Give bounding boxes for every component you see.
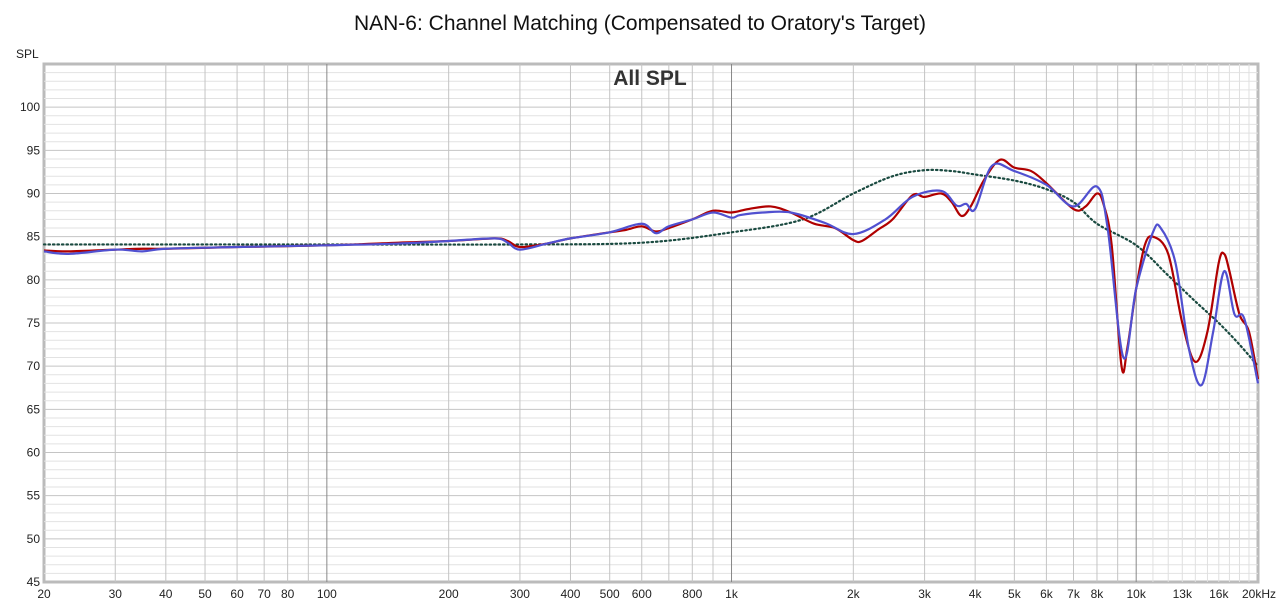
x-tick-label: 1k xyxy=(725,587,739,601)
x-tick-label: 50 xyxy=(198,587,212,601)
right-channel-curve xyxy=(43,162,1260,387)
x-tick-label: 70 xyxy=(257,587,271,601)
y-tick-label: 60 xyxy=(27,446,41,460)
x-tick-label: 20kHz xyxy=(1242,587,1276,601)
chart-title: NAN-6: Channel Matching (Compensated to … xyxy=(353,12,927,35)
y-tick-label: 55 xyxy=(27,489,41,503)
target-curve xyxy=(42,168,1260,368)
curves xyxy=(42,158,1260,387)
x-tick-label: 200 xyxy=(439,587,459,601)
x-tick-label: 600 xyxy=(632,587,652,601)
x-tick-label: 30 xyxy=(109,587,123,601)
x-tick-label: 800 xyxy=(682,587,702,601)
y-tick-label: 70 xyxy=(27,359,41,373)
grid xyxy=(42,62,1260,584)
x-tick-label: 4k xyxy=(969,587,983,601)
x-tick-label: 300 xyxy=(510,587,530,601)
y-tick-label: 75 xyxy=(27,316,41,330)
y-tick-label: 85 xyxy=(27,230,41,244)
y-tick-label: 90 xyxy=(27,187,41,201)
x-tick-label: 60 xyxy=(230,587,244,601)
x-tick-label: 80 xyxy=(281,587,295,601)
all-spl-annotation: All SPL xyxy=(613,67,687,90)
y-tick-label: 80 xyxy=(27,273,41,287)
x-tick-label: 40 xyxy=(159,587,173,601)
x-tick-label: 13k xyxy=(1173,587,1193,601)
x-tick-label: 2k xyxy=(847,587,861,601)
x-tick-label: 10k xyxy=(1127,587,1147,601)
x-tick-label: 100 xyxy=(317,587,337,601)
x-tick-label: 16k xyxy=(1209,587,1229,601)
x-tick-label: 500 xyxy=(600,587,620,601)
y-tick-label: 95 xyxy=(27,143,41,157)
x-tick-label: 5k xyxy=(1008,587,1022,601)
y-tick-label: 45 xyxy=(27,575,41,589)
x-tick-label: 7k xyxy=(1067,587,1081,601)
x-tick-label: 20 xyxy=(37,587,51,601)
x-tick-label: 3k xyxy=(918,587,932,601)
x-tick-label: 400 xyxy=(560,587,580,601)
y-tick-label: 65 xyxy=(27,402,41,416)
y-tick-label: 100 xyxy=(20,100,40,114)
x-tick-label: 6k xyxy=(1040,587,1054,601)
y-axis-label: SPL xyxy=(16,47,39,61)
y-tick-label: 50 xyxy=(27,532,41,546)
x-tick-label: 8k xyxy=(1091,587,1105,601)
tick-labels: 45 50 55 60 65 70 75 80 85 90 95 100 20 30 40 50 60 70 80 1… xyxy=(20,100,1276,601)
